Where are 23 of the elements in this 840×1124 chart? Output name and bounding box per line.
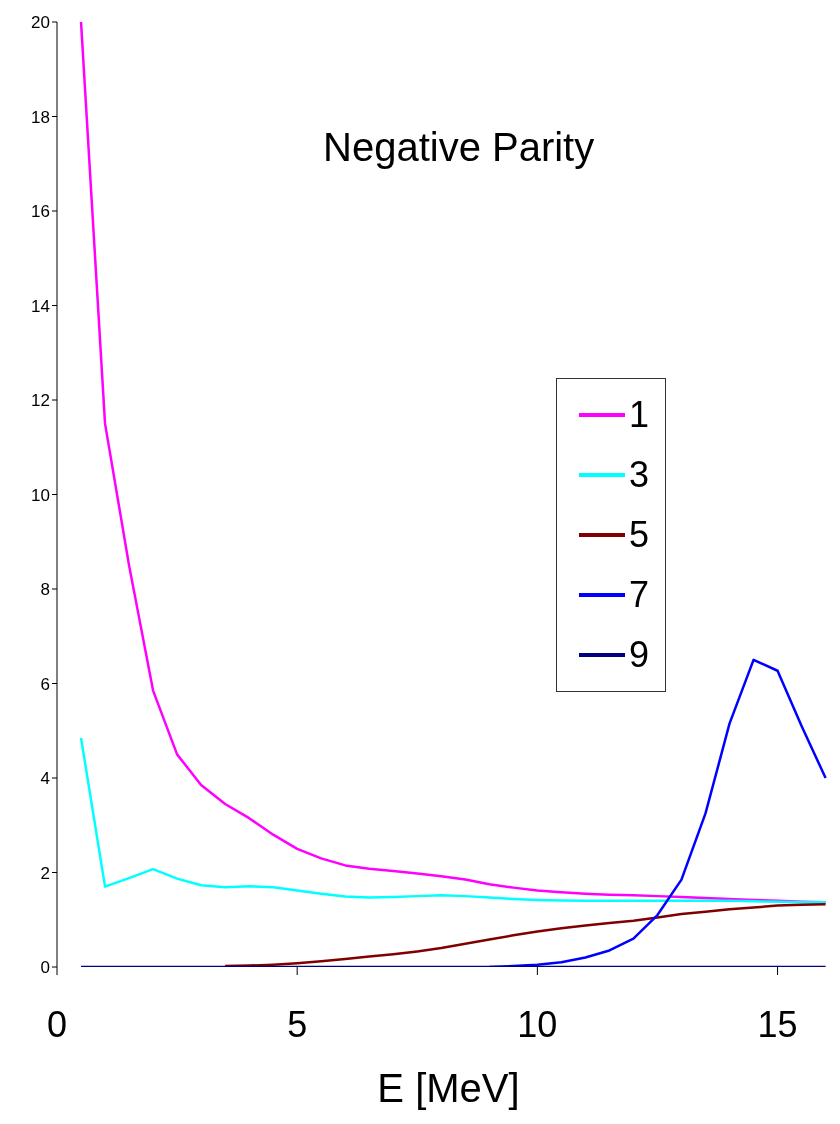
x-tick-label: 10 (517, 1003, 558, 1045)
x-tick-label: 15 (757, 1003, 798, 1045)
x-axis-title: E [MeV] (377, 1066, 520, 1110)
legend-label: 5 (629, 514, 650, 556)
y-tick-label: 18 (31, 107, 50, 127)
y-tick-label: 0 (40, 958, 50, 978)
y-tick-label: 16 (31, 202, 50, 222)
y-tick-label: 14 (31, 296, 50, 316)
x-tick-label: 5 (287, 1003, 308, 1045)
legend-label: 7 (629, 574, 650, 616)
y-tick-label: 4 (40, 769, 50, 789)
y-tick-label: 8 (40, 580, 50, 600)
y-tick-label: 10 (31, 485, 50, 505)
legend-label: 1 (629, 394, 650, 436)
y-tick-label: 2 (40, 863, 50, 883)
line-series (223, 902, 827, 967)
legend-label: 9 (629, 634, 650, 676)
y-tick-label: 12 (31, 391, 50, 411)
legend-label: 3 (629, 454, 650, 496)
y-tick-label: 20 (31, 13, 50, 33)
y-tick-label: 6 (40, 674, 50, 694)
line-series (79, 736, 827, 904)
text: Negative Parity (323, 125, 595, 170)
